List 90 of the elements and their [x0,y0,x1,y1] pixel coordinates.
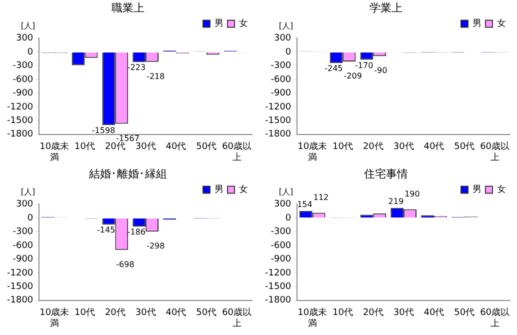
y-tick-label: -900 [270,254,292,265]
y-tick-label: -600 [270,240,292,251]
y-tick-label: -300 [12,61,34,72]
x-tick-label: 10歳未満 [40,141,70,163]
y-tick-label: -1200 [264,102,292,112]
data-label: -90 [374,66,388,76]
data-label: -170 [355,60,374,70]
x-tick-label: 20代 [104,307,126,318]
chart-title: 学業上 [370,1,402,14]
x-tick-label: 60歳以上 [222,307,252,329]
chart-title: 結婚･離婚･縁組 [88,167,167,180]
data-label: -298 [146,242,165,251]
y-tick-label: 300 [274,34,292,44]
y-tick-label: -1800 [6,130,34,140]
x-tick-label: 50代 [196,307,217,318]
y-tick-label: -1800 [264,296,292,306]
y-tick-label: -900 [12,254,34,265]
x-tick-label: 30代 [393,141,414,152]
y-tick-label: 0 [285,47,292,58]
x-tick-label: 40代 [166,141,186,152]
y-tick-label: 300 [16,200,34,210]
data-label: -218 [146,72,165,82]
x-tick-label: 40代 [166,307,186,318]
x-tick-label: 10歳未満 [40,307,70,329]
x-tick-label: 40代 [424,141,444,152]
data-label: 154 [297,200,312,209]
x-tick-label: 20代 [104,141,126,152]
x-tick-label: 10代 [74,307,95,318]
data-label: 112 [313,192,329,202]
y-tick-label: 300 [16,34,34,44]
y-tick-label: 0 [27,213,34,224]
legend-label: 女 [497,184,506,196]
y-tick-label: -600 [270,74,292,85]
x-tick-label: 20代 [362,141,384,152]
legend-label: 男 [214,18,224,30]
x-tick-label: 10代 [332,307,353,318]
x-tick-label: 10代 [332,141,353,152]
data-label: -209 [344,72,362,81]
y-tick-label: -300 [12,227,34,238]
chart-title: 住宅事情 [364,167,408,180]
x-tick-label: 30代 [135,141,156,152]
y-tick-label: -1800 [6,296,34,306]
y-tick-label: -900 [270,88,292,99]
x-tick-label: 10代 [74,141,95,152]
y-tick-label: -600 [12,240,34,251]
legend-label: 男 [472,184,482,196]
data-label: 219 [388,196,404,206]
y-tick-label: -1500 [6,116,34,126]
data-label: -245 [324,64,343,74]
x-tick-label: 50代 [454,307,475,318]
legend-label: 男 [472,18,482,30]
y-tick-label: -600 [12,74,34,85]
x-tick-label: 50代 [196,141,217,152]
x-tick-label: 30代 [135,307,156,318]
x-tick-label: 60歳以上 [222,141,252,163]
legend-label: 女 [497,18,506,30]
data-label: -1598 [92,126,116,136]
y-axis-title: [人] [278,21,294,30]
y-tick-label: -300 [270,61,292,72]
legend-label: 男 [214,184,224,196]
legend-label: 女 [239,18,248,30]
y-axis-title: [人] [278,187,294,196]
chart-title: 職業上 [112,1,144,14]
x-tick-label: 20代 [362,307,384,318]
legend-label: 女 [239,184,248,196]
data-label: -145 [97,226,116,235]
data-label: -1567 [116,134,140,143]
y-axis-title: [人] [20,187,36,196]
x-tick-label: 10歳未満 [298,307,328,329]
y-tick-label: -1200 [264,268,292,278]
y-tick-label: 300 [274,200,292,210]
y-tick-label: 0 [27,47,34,58]
y-tick-label: -1200 [6,102,34,112]
y-tick-label: -1500 [264,282,292,292]
x-tick-label: 40代 [424,307,444,318]
y-tick-label: -1800 [264,130,292,140]
x-tick-label: 50代 [454,141,475,152]
x-tick-label: 60歳以上 [480,307,510,329]
data-label: -698 [116,260,134,269]
x-tick-label: 10歳未満 [298,141,328,163]
y-tick-label: -1200 [6,268,34,278]
y-tick-label: -1500 [264,116,292,126]
y-tick-label: -900 [12,88,34,99]
y-axis-title: [人] [20,21,36,30]
y-tick-label: -1500 [6,282,34,292]
x-tick-label: 30代 [393,307,414,318]
y-tick-label: 0 [285,213,292,224]
y-tick-label: -300 [270,227,292,238]
x-tick-label: 60歳以上 [480,141,510,163]
data-label: 190 [404,189,420,198]
